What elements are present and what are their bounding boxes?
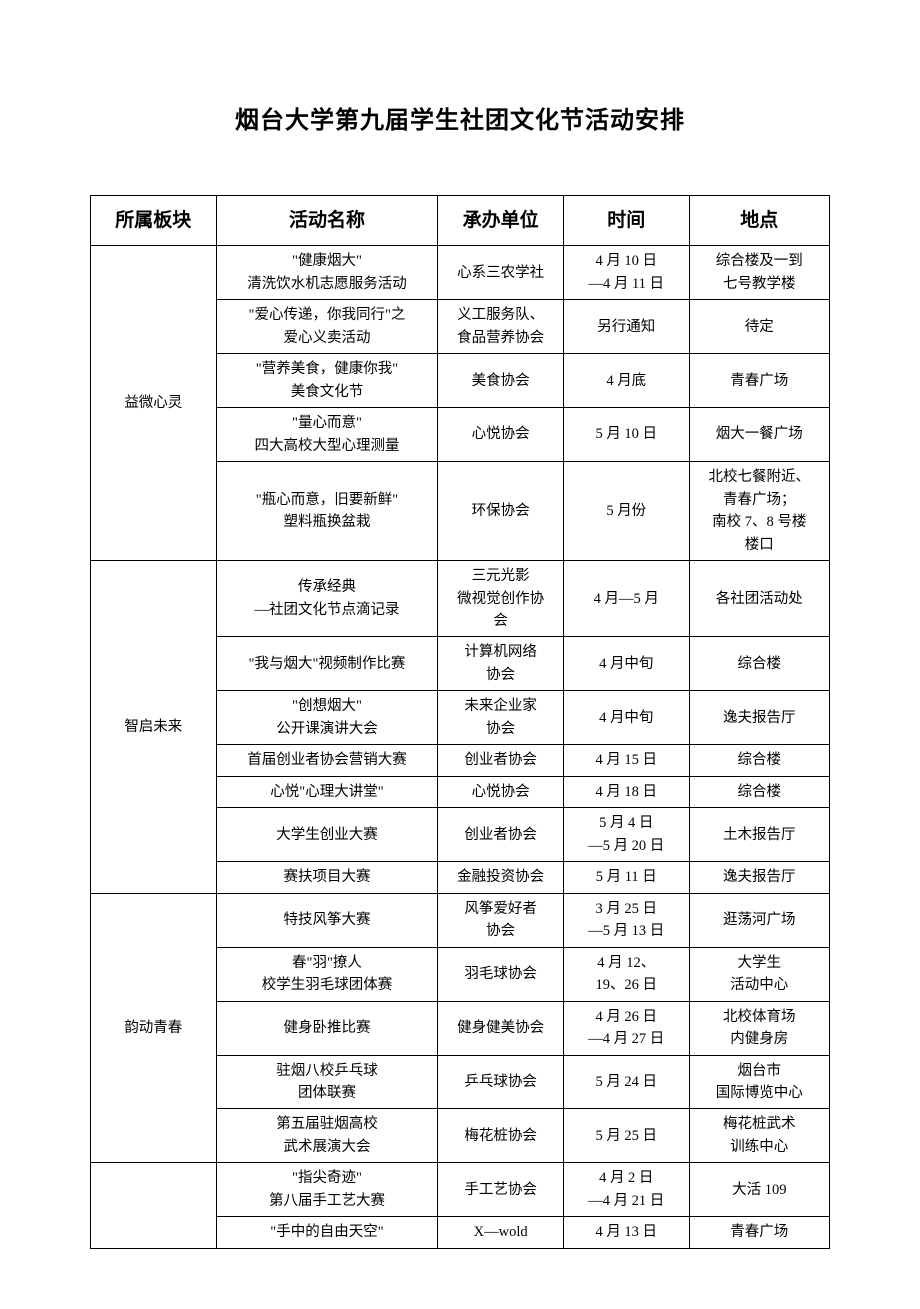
table-cell: 另行通知 [563,300,689,354]
table-cell: 三元光影微视觉创作协会 [438,561,564,637]
table-cell: 心悦协会 [438,776,564,807]
table-cell: 北校七餐附近、青春广场；南校 7、8 号楼楼口 [689,462,829,561]
table-cell: 创业者协会 [438,808,564,862]
table-cell: 大学生活动中心 [689,947,829,1001]
table-cell: 金融投资协会 [438,862,564,893]
table-cell: 风筝爱好者协会 [438,893,564,947]
table-cell: 健身健美协会 [438,1001,564,1055]
table-cell: 5 月 11 日 [563,862,689,893]
table-cell: "瓶心而意，旧要新鲜"塑料瓶换盆栽 [216,462,438,561]
table-cell: 5 月 24 日 [563,1055,689,1109]
table-cell: 4 月—5 月 [563,561,689,637]
table-cell: "指尖奇迹"第八届手工艺大赛 [216,1163,438,1217]
table-cell: 烟台市国际博览中心 [689,1055,829,1109]
table-cell: "量心而意"四大高校大型心理测量 [216,408,438,462]
header-org: 承办单位 [438,196,564,246]
table-cell: 逸夫报告厅 [689,862,829,893]
table-cell: 5 月 25 日 [563,1109,689,1163]
table-cell: 各社团活动处 [689,561,829,637]
table-cell: 环保协会 [438,462,564,561]
table-cell: 综合楼 [689,776,829,807]
table-cell: 青春广场 [689,354,829,408]
table-cell: 梅花桩武术训练中心 [689,1109,829,1163]
table-cell: 未来企业家协会 [438,691,564,745]
table-cell: 第五届驻烟高校武术展演大会 [216,1109,438,1163]
table-cell: 待定 [689,300,829,354]
table-cell: 驻烟八校乒乓球团体联赛 [216,1055,438,1109]
header-activity: 活动名称 [216,196,438,246]
header-place: 地点 [689,196,829,246]
table-cell: 4 月 13 日 [563,1217,689,1248]
table-cell: 4 月 18 日 [563,776,689,807]
table-cell: 5 月 4 日—5 月 20 日 [563,808,689,862]
table-cell: 3 月 25 日—5 月 13 日 [563,893,689,947]
table-cell: 传承经典—社团文化节点滴记录 [216,561,438,637]
table-cell: 计算机网络协会 [438,637,564,691]
header-time: 时间 [563,196,689,246]
table-cell: 逛荡河广场 [689,893,829,947]
table-cell: 春"羽"撩人校学生羽毛球团体赛 [216,947,438,1001]
table-cell: 4 月底 [563,354,689,408]
table-cell: 4 月中旬 [563,691,689,745]
table-row: "指尖奇迹"第八届手工艺大赛手工艺协会4 月 2 日—4 月 21 日大活 10… [91,1163,830,1217]
page: 烟台大学第九届学生社团文化节活动安排 所属板块 活动名称 承办单位 时间 地点 … [0,0,920,1309]
section-cell: 韵动青春 [91,893,217,1163]
table-row: 韵动青春特技风筝大赛风筝爱好者协会3 月 25 日—5 月 13 日逛荡河广场 [91,893,830,947]
table-cell: 美食协会 [438,354,564,408]
table-cell: 创业者协会 [438,745,564,776]
table-cell: 4 月 10 日—4 月 11 日 [563,246,689,300]
table-cell: 逸夫报告厅 [689,691,829,745]
section-cell: 益微心灵 [91,246,217,561]
table-cell: 土木报告厅 [689,808,829,862]
schedule-table: 所属板块 活动名称 承办单位 时间 地点 益微心灵"健康烟大"清洗饮水机志愿服务… [90,195,830,1249]
page-title: 烟台大学第九届学生社团文化节活动安排 [90,100,830,135]
table-cell: "爱心传递，你我同行"之爱心义卖活动 [216,300,438,354]
table-cell: 5 月 10 日 [563,408,689,462]
table-cell: 4 月中旬 [563,637,689,691]
table-cell: 大活 109 [689,1163,829,1217]
table-cell: 4 月 26 日—4 月 27 日 [563,1001,689,1055]
table-cell: 手工艺协会 [438,1163,564,1217]
table-cell: 5 月份 [563,462,689,561]
table-cell: "健康烟大"清洗饮水机志愿服务活动 [216,246,438,300]
table-cell: 综合楼及一到七号教学楼 [689,246,829,300]
table-cell: 心悦协会 [438,408,564,462]
table-cell: 乒乓球协会 [438,1055,564,1109]
table-header-row: 所属板块 活动名称 承办单位 时间 地点 [91,196,830,246]
table-cell: 大学生创业大赛 [216,808,438,862]
table-row: 益微心灵"健康烟大"清洗饮水机志愿服务活动心系三农学社4 月 10 日—4 月 … [91,246,830,300]
table-cell: 健身卧推比赛 [216,1001,438,1055]
table-cell: 北校体育场内健身房 [689,1001,829,1055]
table-cell: 赛扶项目大赛 [216,862,438,893]
table-cell: 梅花桩协会 [438,1109,564,1163]
table-cell: 青春广场 [689,1217,829,1248]
table-cell: 烟大一餐广场 [689,408,829,462]
section-cell [91,1163,217,1248]
table-cell: 羽毛球协会 [438,947,564,1001]
table-cell: 首届创业者协会营销大赛 [216,745,438,776]
table-body: 益微心灵"健康烟大"清洗饮水机志愿服务活动心系三农学社4 月 10 日—4 月 … [91,246,830,1248]
section-cell: 智启未来 [91,561,217,894]
table-cell: "手中的自由天空" [216,1217,438,1248]
header-section: 所属板块 [91,196,217,246]
table-cell: 综合楼 [689,745,829,776]
table-cell: "我与烟大"视频制作比赛 [216,637,438,691]
table-cell: "营养美食，健康你我"美食文化节 [216,354,438,408]
table-cell: 特技风筝大赛 [216,893,438,947]
table-cell: 4 月 2 日—4 月 21 日 [563,1163,689,1217]
table-cell: 4 月 15 日 [563,745,689,776]
table-cell: 4 月 12、19、26 日 [563,947,689,1001]
table-cell: X—wold [438,1217,564,1248]
table-cell: 心悦"心理大讲堂" [216,776,438,807]
table-cell: 义工服务队、食品营养协会 [438,300,564,354]
table-cell: "创想烟大"公开课演讲大会 [216,691,438,745]
table-row: 智启未来传承经典—社团文化节点滴记录三元光影微视觉创作协会4 月—5 月各社团活… [91,561,830,637]
table-cell: 综合楼 [689,637,829,691]
table-cell: 心系三农学社 [438,246,564,300]
